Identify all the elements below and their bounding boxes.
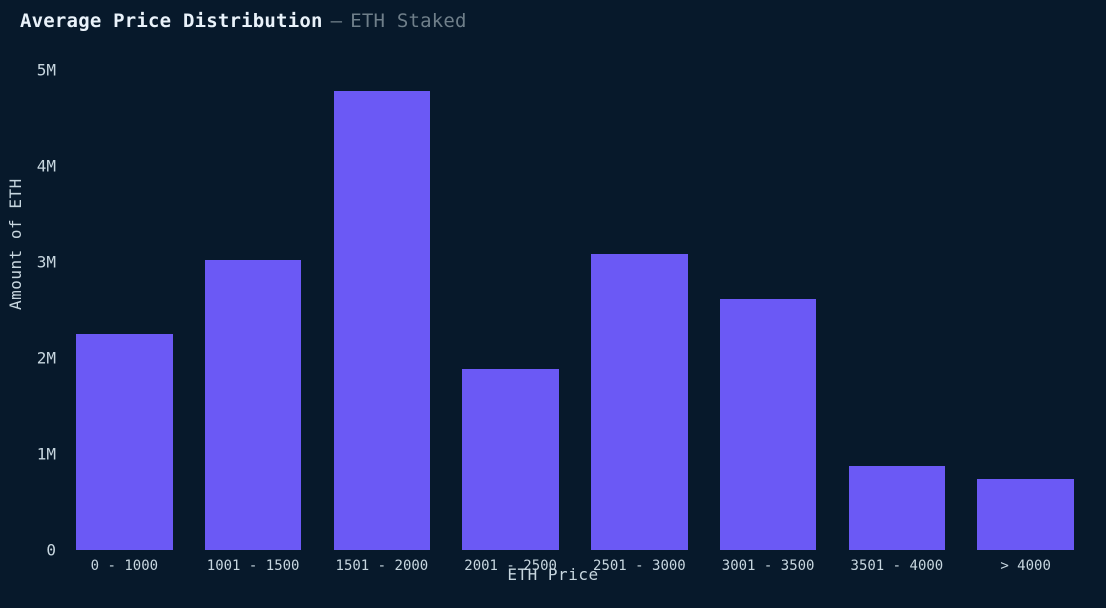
y-tick: 4M [22,157,56,176]
bar-slot: 1001 - 1500 [189,70,318,550]
x-tick: 1001 - 1500 [189,558,318,574]
y-tick: 1M [22,445,56,464]
bar [334,91,431,550]
bar-slot: 3001 - 3500 [704,70,833,550]
x-tick: 3001 - 3500 [704,558,833,574]
bar [849,466,946,550]
bar [591,254,688,550]
bar-slot: > 4000 [961,70,1090,550]
bar-slot: 1501 - 2000 [318,70,447,550]
bar [205,260,302,550]
bar-slot: 2501 - 3000 [575,70,704,550]
chart-title-separator: – [331,10,343,32]
x-tick: 2501 - 3000 [575,558,704,574]
chart-root: Average Price Distribution – ETH Staked … [0,0,1106,608]
x-tick: 3501 - 4000 [833,558,962,574]
plot-area: 0 - 1000 1001 - 1500 1501 - 2000 2001 - … [60,70,1090,550]
y-tick: 3M [22,253,56,272]
bar [76,334,173,550]
y-tick: 0 [22,541,56,560]
y-tick: 2M [22,349,56,368]
bar-slot: 2001 - 2500 [446,70,575,550]
chart-title-row: Average Price Distribution – ETH Staked [20,10,467,32]
chart-title-main: Average Price Distribution [20,10,323,32]
bar [977,479,1074,550]
x-tick: 1501 - 2000 [318,558,447,574]
x-tick: > 4000 [961,558,1090,574]
y-tick: 5M [22,61,56,80]
y-axis-label: Amount of ETH [6,178,25,310]
x-tick: 2001 - 2500 [446,558,575,574]
bar [462,369,559,550]
chart-title-sub: ETH Staked [350,10,466,32]
bar [720,299,817,550]
bar-slot: 0 - 1000 [60,70,189,550]
bar-slot: 3501 - 4000 [833,70,962,550]
x-tick: 0 - 1000 [60,558,189,574]
